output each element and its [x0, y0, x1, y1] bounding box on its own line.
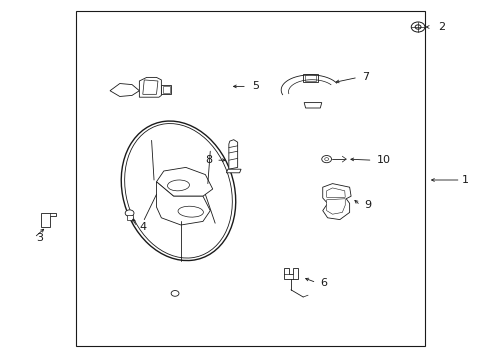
Text: 2: 2	[437, 22, 444, 32]
Ellipse shape	[178, 206, 203, 217]
Circle shape	[321, 156, 331, 163]
Ellipse shape	[167, 180, 189, 191]
Polygon shape	[304, 75, 316, 81]
Polygon shape	[304, 103, 321, 108]
Ellipse shape	[121, 121, 235, 261]
Polygon shape	[110, 84, 139, 96]
Polygon shape	[326, 199, 345, 214]
Polygon shape	[228, 140, 237, 169]
Bar	[76, 11, 425, 346]
Polygon shape	[326, 188, 345, 197]
Text: 9: 9	[364, 200, 371, 210]
Polygon shape	[161, 85, 171, 94]
Text: 7: 7	[361, 72, 368, 82]
Circle shape	[324, 158, 328, 161]
Circle shape	[125, 210, 134, 216]
Text: 8: 8	[205, 155, 212, 165]
Text: 4: 4	[139, 222, 146, 232]
Text: 1: 1	[461, 175, 468, 185]
Circle shape	[414, 25, 420, 29]
Circle shape	[410, 22, 424, 32]
Polygon shape	[139, 77, 161, 97]
Polygon shape	[303, 74, 317, 82]
Polygon shape	[126, 215, 132, 220]
Polygon shape	[41, 213, 56, 227]
Polygon shape	[226, 169, 241, 173]
Polygon shape	[283, 268, 298, 279]
Text: 3: 3	[37, 233, 43, 243]
Polygon shape	[163, 86, 169, 93]
Polygon shape	[142, 80, 158, 94]
Polygon shape	[156, 167, 212, 196]
Circle shape	[171, 291, 179, 296]
Polygon shape	[322, 184, 350, 220]
Ellipse shape	[124, 123, 232, 258]
Text: 6: 6	[320, 278, 326, 288]
Text: 10: 10	[376, 155, 390, 165]
Polygon shape	[156, 182, 210, 225]
Text: 5: 5	[251, 81, 258, 91]
